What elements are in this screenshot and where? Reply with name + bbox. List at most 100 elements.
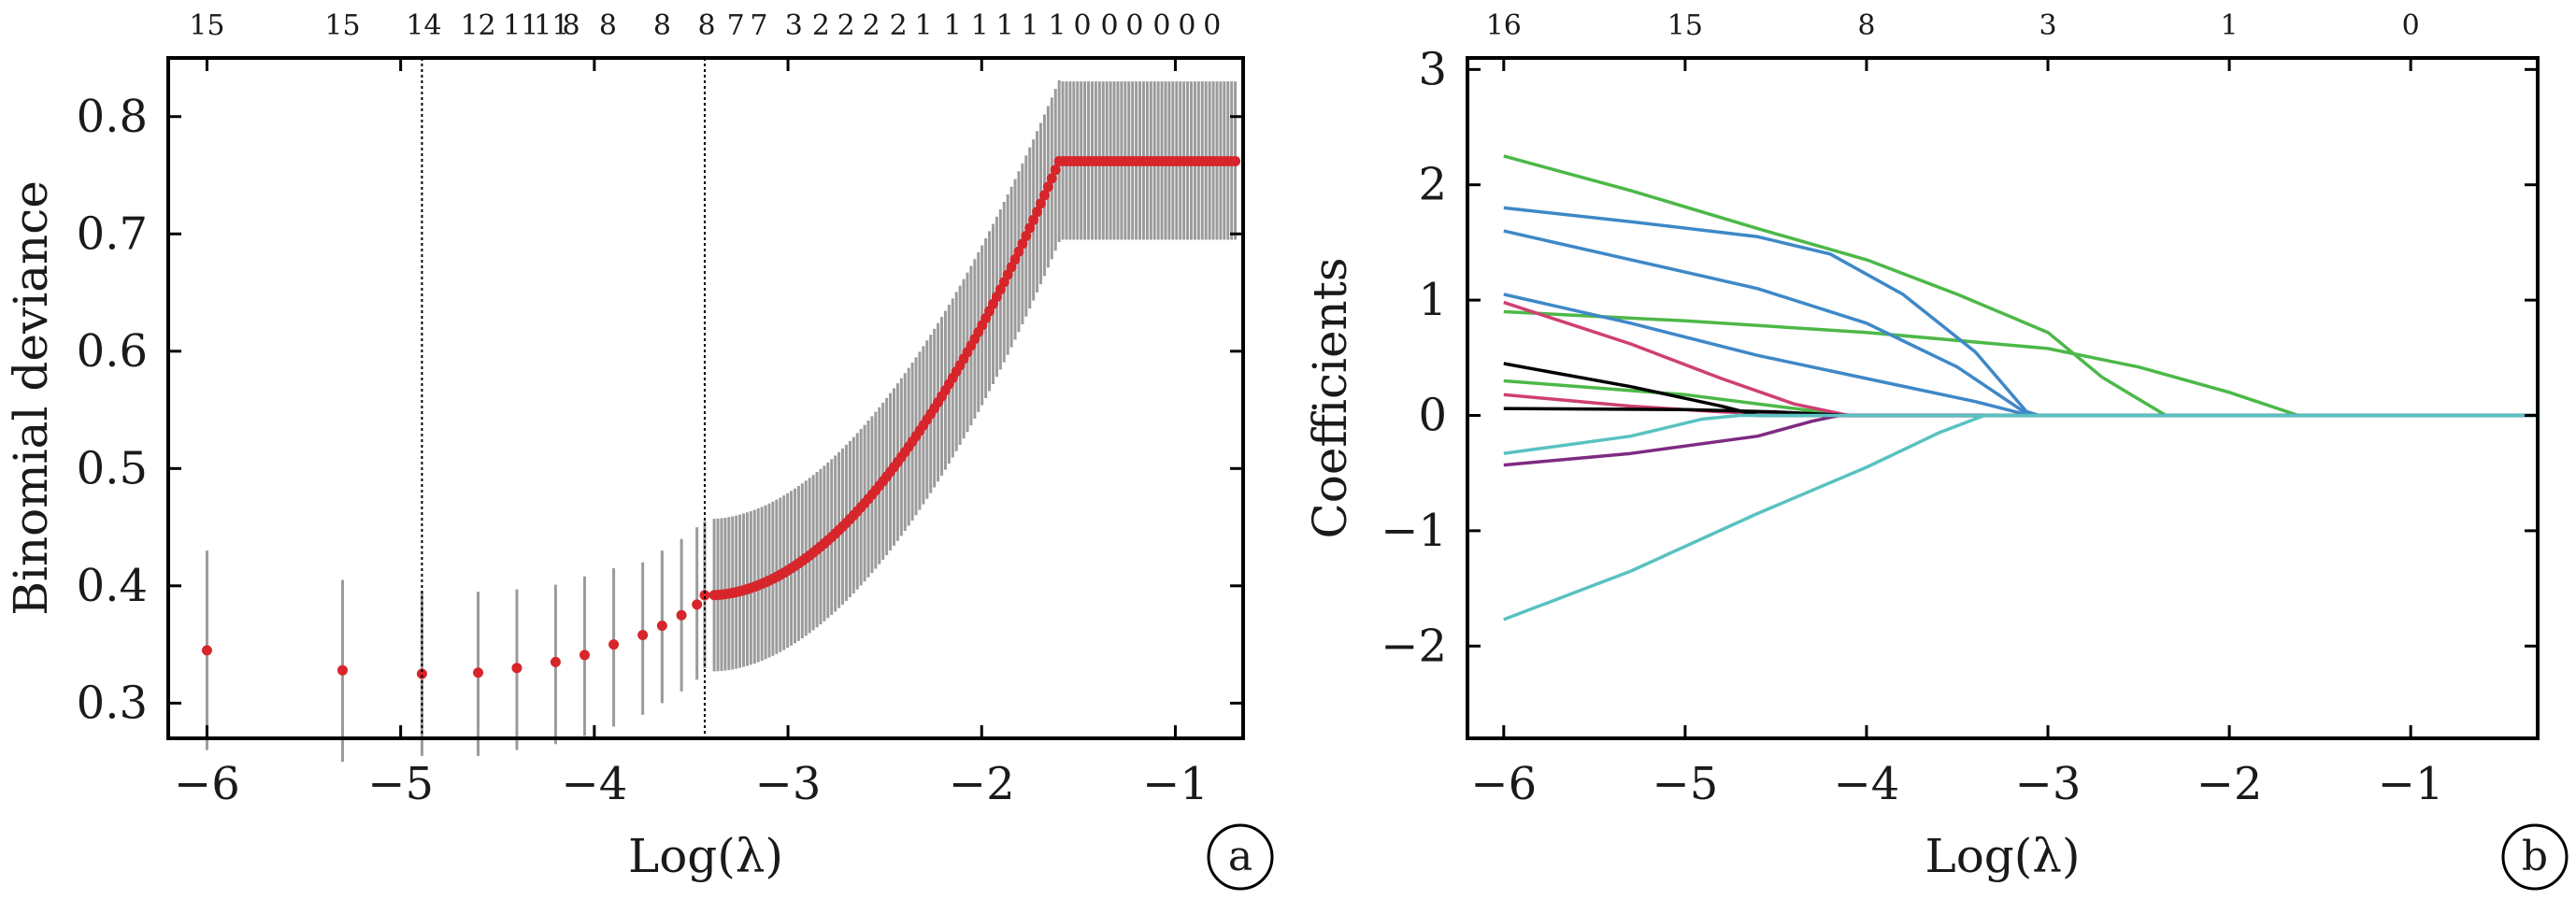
y-tick-label: −1 [1381,505,1447,557]
top-count-label: 0 [1203,9,1221,42]
top-count-label: 7 [727,9,745,42]
panel-a-y-ticks: 0.3 0.4 0.5 0.6 0.7 0.8 [77,91,1243,729]
coefficient-path [1503,309,2538,418]
panel-b-coefficient-paths [1503,154,2538,621]
panel-a-badge: a [1207,823,1274,891]
deviance-point [336,664,348,676]
deviance-point [1230,155,1241,166]
top-count-label: 3 [785,9,803,42]
y-tick-label: 0.4 [77,560,148,612]
x-tick-label: −5 [367,758,434,810]
y-tick-label: −2 [1381,620,1447,672]
coefficient-path [1503,413,2538,455]
panel-b-badge: b [2501,823,2569,891]
y-tick-label: 0.3 [77,677,148,729]
deviance-point [1013,246,1024,257]
top-count-label: 8 [697,9,715,42]
top-count-label: 2 [890,9,908,42]
deviance-point [1009,254,1021,265]
deviance-point [416,668,427,679]
top-count-label: 1 [1049,9,1066,42]
x-tick-label: −6 [174,758,240,810]
coefficient-path [1503,229,2538,418]
top-count-label: 8 [599,9,617,42]
top-count-label: 0 [1100,9,1118,42]
top-count-label: 1 [996,9,1014,42]
panel-b-badge-circle [2501,823,2569,891]
y-tick-label: 1 [1418,274,1447,326]
x-tick-label: −5 [1652,758,1718,810]
deviance-point [1042,181,1053,193]
top-count-label: 16 [1486,9,1522,42]
y-tick-label: 0 [1418,390,1447,442]
deviance-point [1038,190,1050,201]
deviance-point [676,609,687,621]
y-tick-label: 2 [1418,159,1447,211]
x-tick-label: −3 [2015,758,2082,810]
deviance-point [1046,173,1057,184]
x-tick-label: −1 [2378,758,2444,810]
coefficient-path [1503,154,2538,418]
deviance-point [1032,207,1043,218]
deviance-point [692,599,703,610]
y-tick-label: 0.5 [77,442,148,494]
top-count-label: 0 [1073,9,1091,42]
coefficient-path [1503,413,2538,467]
top-count-label: 15 [1667,9,1703,42]
top-count-label: 8 [1857,9,1875,42]
deviance-point [656,621,667,632]
top-count-label: 1 [1022,9,1039,42]
deviance-point [201,645,212,656]
panel-a-errorbars [205,79,1238,763]
x-tick-label: −2 [2197,758,2263,810]
deviance-point [1021,230,1032,241]
x-tick-label: −6 [1470,758,1537,810]
top-count-label: 1 [971,9,989,42]
deviance-point [1024,222,1036,234]
deviance-point [550,656,561,667]
top-count-label: 2 [812,9,830,42]
deviance-point [473,667,484,679]
top-count-label: 1 [944,9,962,42]
deviance-point [1006,262,1017,273]
panel-b-y-axis-title: Coefficients [1303,257,1357,538]
panel-a: −6 −5 −4 −3 −2 −1 0.30.40.50.60.70.8 15 15 14 12… [4,9,1274,891]
x-tick-label: −3 [755,758,822,810]
top-count-label: 0 [1152,9,1170,42]
panel-a-badge-circle [1207,823,1274,891]
top-count-label: 11 [503,9,538,42]
panel-a-badge-label: a [1228,833,1252,880]
top-count-label: 7 [750,9,767,42]
y-tick-label: 0.7 [77,207,148,260]
top-count-label: 12 [460,9,495,42]
top-count-label: 1 [915,9,933,42]
top-count-label: 14 [406,9,441,42]
panel-a-y-axis-title: Binomial deviance [4,180,58,616]
panel-a-frame [166,56,1245,740]
deviance-point [1028,214,1039,225]
deviance-point [1017,238,1028,250]
top-count-label: 0 [1178,9,1195,42]
y-tick-label: 0.8 [77,91,148,143]
panel-a-x-ticks: −6 −5 −4 −3 −2 −1 [174,58,1209,810]
top-count-label: 15 [189,9,224,42]
panel-a-points [201,155,1241,679]
top-count-label: 8 [653,9,671,42]
panel-a-vlines [421,58,706,738]
x-tick-label: −4 [561,758,627,810]
panel-b-x-ticks: −6 −5 −4 −3 −2 −1 [1470,58,2444,810]
top-count-label: 2 [837,9,855,42]
panel-b-frame [1466,56,2540,740]
deviance-point [699,590,710,601]
deviance-point [608,639,620,650]
top-count-label: 2 [863,9,880,42]
x-tick-label: −4 [1834,758,1900,810]
panel-a-x-axis-title: Log(λ) [628,829,783,883]
top-count-label: 11 [534,9,569,42]
y-tick-label: 3 [1418,43,1447,95]
top-count-label: 0 [1125,9,1143,42]
top-count-label: 8 [562,9,580,42]
panel-b-x-axis-title: Log(λ) [1925,829,2080,883]
